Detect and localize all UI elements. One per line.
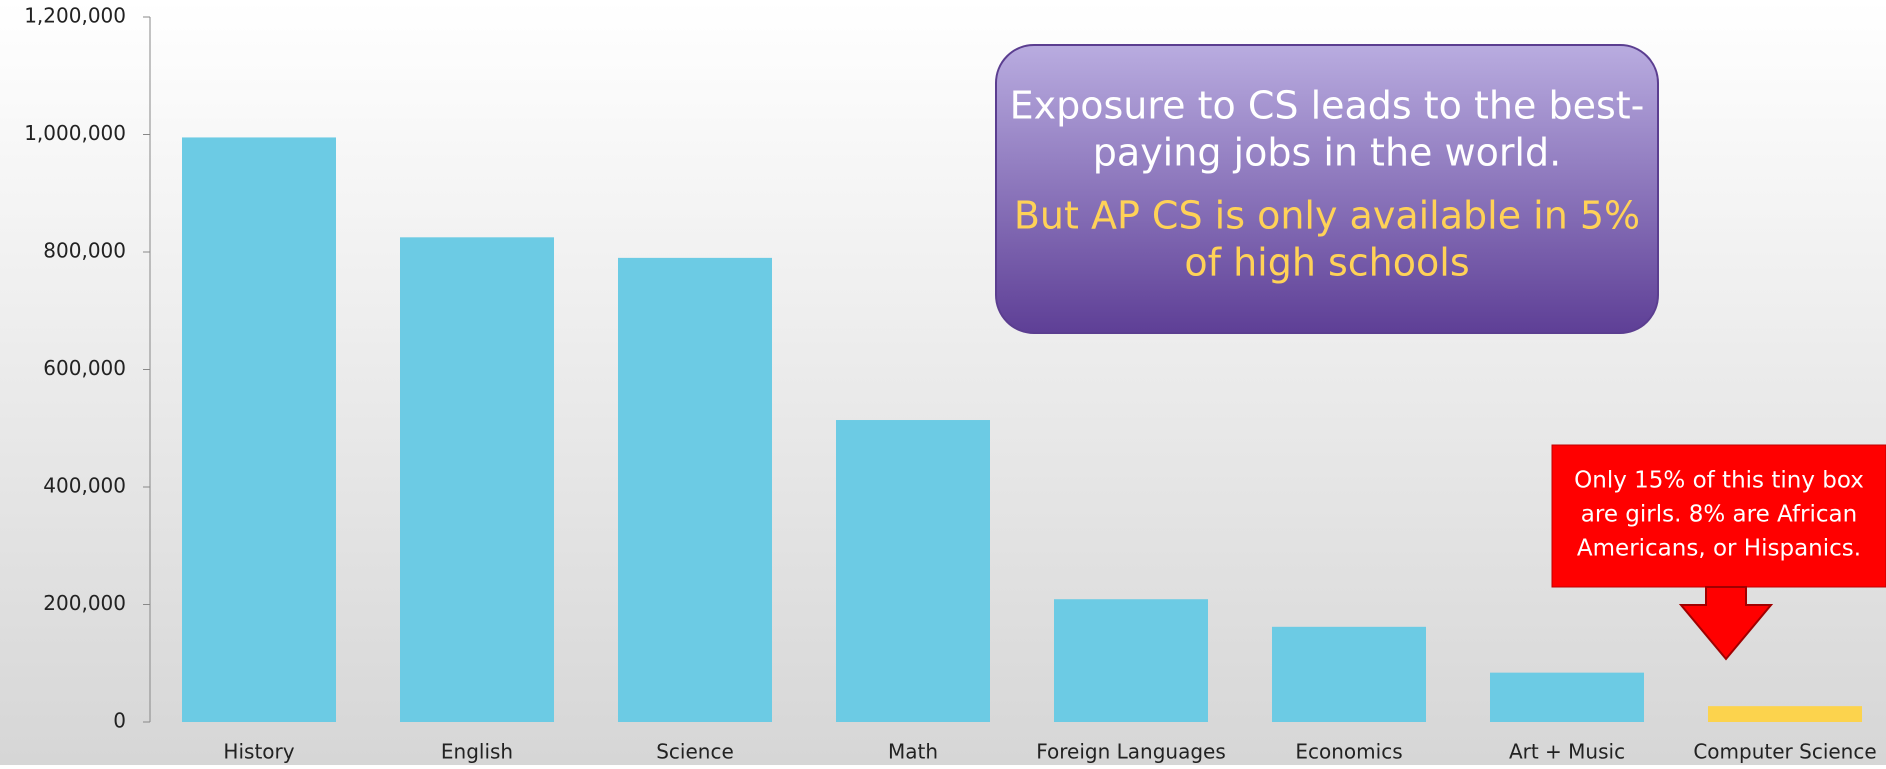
y-tick-label: 1,000,000	[24, 121, 126, 145]
annotation-text: of high schools	[1184, 241, 1469, 285]
annotation-text: paying jobs in the world.	[1093, 131, 1561, 175]
x-tick-label: Science	[656, 740, 734, 764]
annotation-text: Americans, or Hispanics.	[1577, 536, 1861, 562]
bar	[1708, 706, 1862, 722]
x-tick-label: Economics	[1295, 740, 1402, 764]
bar	[182, 137, 336, 722]
bar	[1272, 626, 1426, 722]
arrow	[1678, 586, 1774, 661]
bar	[618, 257, 772, 722]
y-tick-label: 600,000	[43, 356, 126, 380]
bar	[1490, 672, 1644, 722]
x-tick-label: Foreign Languages	[1036, 740, 1226, 764]
bar	[836, 420, 990, 722]
annotation-text: Exposure to CS leads to the best-	[1010, 84, 1645, 128]
y-tick-label: 400,000	[43, 474, 126, 498]
bar	[400, 237, 554, 722]
annotation-text: Only 15% of this tiny box	[1574, 468, 1864, 494]
y-tick-label: 200,000	[43, 591, 126, 615]
red-callout-box	[1551, 444, 1886, 588]
y-tick-label: 1,200,000	[24, 4, 126, 28]
x-tick-label: Computer Science	[1693, 740, 1876, 764]
x-tick-label: Art + Music	[1509, 740, 1625, 764]
annotation-text: are girls. 8% are African	[1581, 502, 1857, 528]
callout-box	[995, 44, 1659, 334]
x-tick-label: English	[441, 740, 513, 764]
y-tick-label: 800,000	[43, 239, 126, 263]
bar	[1054, 599, 1208, 722]
x-tick-label: History	[223, 740, 294, 764]
y-tick-label: 0	[113, 709, 126, 733]
x-tick-label: Math	[888, 740, 938, 764]
annotation-text: But AP CS is only available in 5%	[1014, 194, 1640, 238]
